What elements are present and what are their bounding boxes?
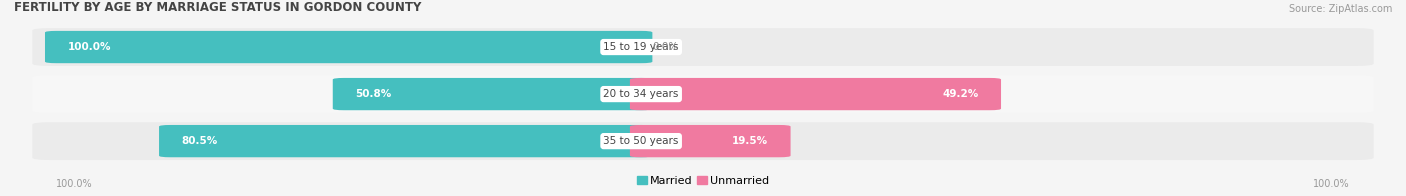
Text: 50.8%: 50.8% bbox=[356, 89, 391, 99]
Text: 20 to 34 years: 20 to 34 years bbox=[603, 89, 679, 99]
FancyBboxPatch shape bbox=[45, 31, 652, 63]
Text: Source: ZipAtlas.com: Source: ZipAtlas.com bbox=[1288, 4, 1392, 14]
FancyBboxPatch shape bbox=[630, 125, 790, 157]
FancyBboxPatch shape bbox=[32, 28, 1374, 66]
Text: 19.5%: 19.5% bbox=[733, 136, 768, 146]
FancyBboxPatch shape bbox=[32, 75, 1374, 113]
Text: 35 to 50 years: 35 to 50 years bbox=[603, 136, 679, 146]
Text: 0.0%: 0.0% bbox=[652, 42, 679, 52]
Text: 49.2%: 49.2% bbox=[942, 89, 979, 99]
Text: 15 to 19 years: 15 to 19 years bbox=[603, 42, 679, 52]
Text: 100.0%: 100.0% bbox=[67, 42, 111, 52]
Text: 80.5%: 80.5% bbox=[181, 136, 218, 146]
Legend: Married, Unmarried: Married, Unmarried bbox=[633, 172, 773, 191]
Text: FERTILITY BY AGE BY MARRIAGE STATUS IN GORDON COUNTY: FERTILITY BY AGE BY MARRIAGE STATUS IN G… bbox=[14, 1, 422, 14]
Text: 100.0%: 100.0% bbox=[56, 179, 93, 189]
FancyBboxPatch shape bbox=[32, 122, 1374, 160]
Text: 100.0%: 100.0% bbox=[1313, 179, 1350, 189]
FancyBboxPatch shape bbox=[159, 125, 652, 157]
FancyBboxPatch shape bbox=[333, 78, 652, 110]
FancyBboxPatch shape bbox=[630, 78, 1001, 110]
